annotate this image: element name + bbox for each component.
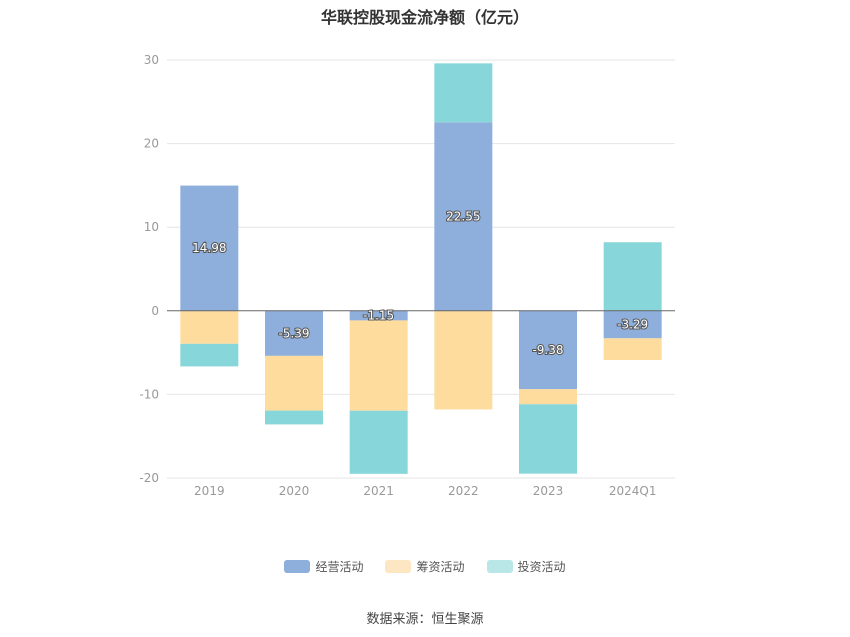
data-label: -3.29 [617, 318, 648, 332]
bar-financing[interactable] [265, 355, 323, 411]
bar-operating[interactable] [265, 310, 323, 356]
grid-lines [167, 59, 675, 479]
x-tick-label: 2019 [194, 484, 225, 498]
legend-item-financing[interactable]: 筹资活动 [385, 558, 465, 575]
legend: 经营活动 筹资活动 投资活动 [0, 558, 850, 575]
legend-label-operating: 经营活动 [315, 560, 364, 574]
data-label: -9.38 [532, 343, 563, 357]
bar-financing[interactable] [519, 389, 577, 405]
x-tick-label: 2020 [279, 484, 310, 498]
bars [180, 63, 662, 474]
legend-item-operating[interactable]: 经营活动 [284, 558, 363, 575]
bar-financing[interactable] [349, 320, 408, 411]
y-tick-label: 0 [151, 304, 159, 318]
bar-operating[interactable] [434, 122, 493, 311]
bar-financing[interactable] [180, 310, 239, 344]
y-axis-ticks: 30 20 10 0 -10 -20 [139, 53, 159, 485]
y-tick-label: 30 [144, 53, 159, 67]
bar-operating[interactable] [519, 310, 577, 390]
bar-investing[interactable] [265, 410, 323, 425]
data-label: -1.15 [363, 309, 394, 323]
y-tick-label: 20 [144, 137, 159, 151]
bar-financing[interactable] [603, 338, 662, 361]
legend-label-financing: 筹资活动 [416, 560, 465, 574]
data-label: -5.39 [278, 326, 309, 340]
y-tick-label: -20 [139, 471, 159, 485]
x-tick-label: 2023 [533, 484, 564, 498]
legend-swatch-operating [284, 560, 311, 573]
chart-title: 华联控股现金流净额（亿元） [320, 8, 529, 27]
x-tick-label: 2021 [363, 484, 394, 498]
legend-label-investing: 投资活动 [517, 560, 566, 574]
bar-operating[interactable] [603, 310, 662, 339]
legend-swatch-investing [486, 560, 513, 573]
bar-investing[interactable] [434, 63, 493, 123]
bar-investing[interactable] [349, 410, 408, 474]
x-tick-label: 2022 [448, 484, 479, 498]
bar-investing[interactable] [519, 404, 577, 474]
data-label: 14.98 [192, 241, 226, 255]
bar-operating[interactable] [349, 310, 408, 321]
bar-investing[interactable] [180, 343, 239, 367]
cash-flow-chart: 30 20 10 0 -10 -20 2019 2020 2021 2022 2023 2024Q1… [139, 53, 675, 498]
y-tick-label: -10 [139, 387, 159, 401]
bar-financing[interactable] [434, 310, 493, 410]
bar-operating[interactable] [180, 185, 239, 311]
x-axis-ticks: 2019 2020 2021 2022 2023 2024Q1 [194, 484, 656, 498]
legend-item-investing[interactable]: 投资活动 [486, 558, 566, 575]
bar-investing[interactable] [603, 242, 662, 311]
data-label: 22.55 [446, 210, 480, 224]
data-source: 数据来源：恒生聚源 [366, 612, 484, 627]
data-labels: 14.98 -5.39 -1.15 22.55 -9.38 -3.29 [191, 209, 649, 358]
y-tick-label: 10 [144, 220, 159, 234]
x-tick-label: 2024Q1 [609, 484, 657, 498]
legend-swatch-financing [385, 560, 412, 573]
